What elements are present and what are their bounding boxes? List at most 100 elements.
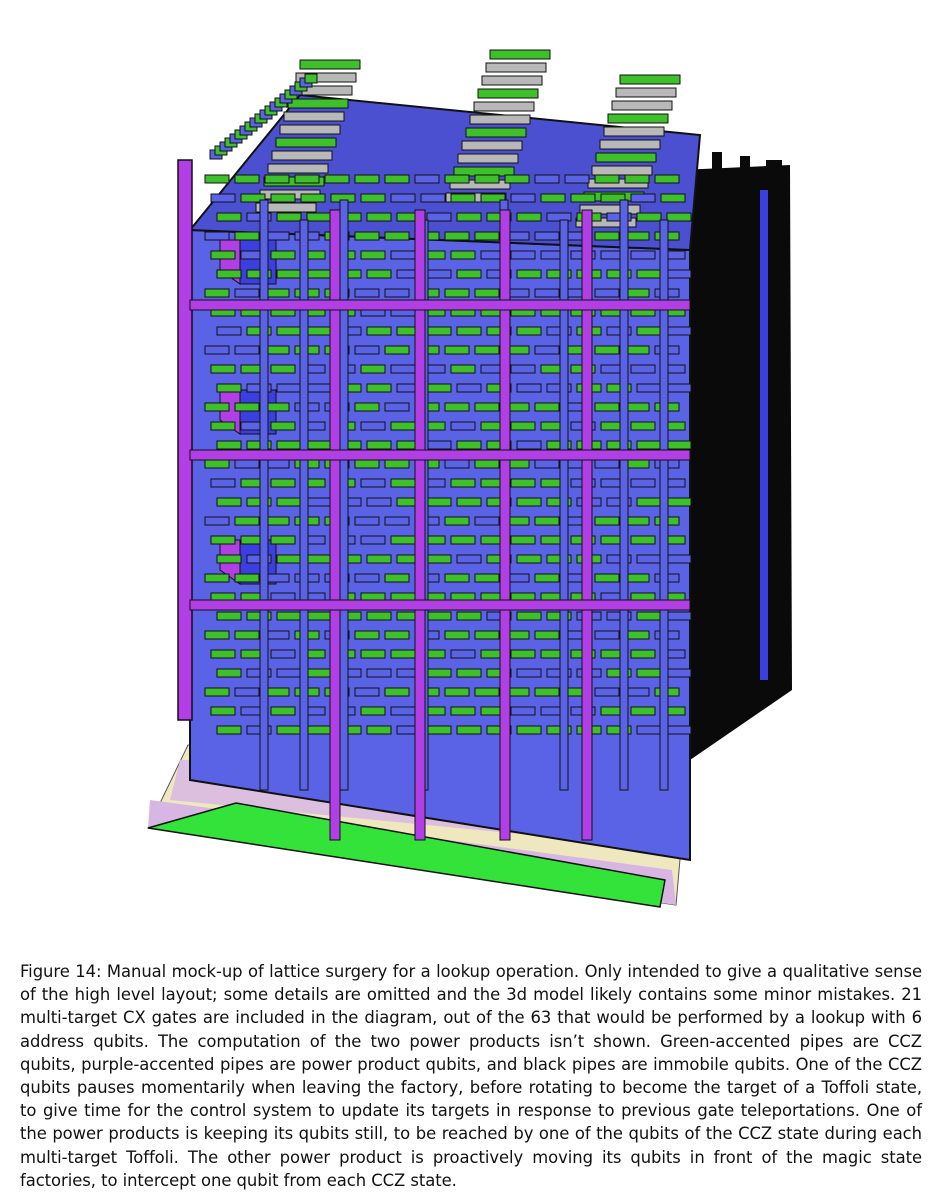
ccz-pipe-segment: [360, 706, 386, 716]
ccz-pipe-segment: [216, 383, 242, 393]
ccz-pipe-segment: [276, 611, 302, 621]
ccz-pipe-segment: [624, 174, 650, 184]
power-product-pipe: [329, 209, 341, 841]
ccz-pipe-segment: [216, 440, 242, 450]
ccz-pipe-segment: [636, 668, 662, 678]
ccz-pipe-segment: [210, 649, 236, 659]
ccz-pipe-segment: [630, 478, 656, 488]
ccz-pipe-segment: [276, 497, 302, 507]
ccz-pipe-segment: [510, 250, 536, 260]
ccz-pipe-segment: [606, 668, 632, 678]
ccz-pipe-segment: [630, 193, 656, 203]
ccz-pipe-segment: [504, 174, 530, 184]
ccz-pipe-segment: [534, 630, 560, 640]
ccz-pipe-segment: [204, 573, 230, 583]
ccz-pipe-segment: [426, 440, 452, 450]
ccz-pipe-segment: [276, 269, 302, 279]
ccz-pipe-segment: [354, 573, 380, 583]
ccz-pipe-segment: [516, 497, 542, 507]
ccz-pipe-segment: [264, 174, 290, 184]
factory-pipe-segment: [279, 124, 341, 135]
ccz-pipe-segment: [534, 174, 560, 184]
factory-pipe-segment: [575, 217, 637, 228]
ccz-pipe-segment: [264, 402, 290, 412]
ccz-pipe-segment: [624, 345, 650, 355]
ccz-pipe-segment: [606, 554, 632, 564]
ccz-pipe-segment: [666, 212, 692, 222]
ccz-pipe-segment: [450, 193, 476, 203]
ccz-pipe-segment: [210, 250, 236, 260]
power-product-pipe: [189, 449, 691, 461]
ccz-pipe-segment: [516, 383, 542, 393]
ccz-pipe-segment: [606, 611, 632, 621]
ccz-pipe-segment: [234, 174, 260, 184]
ccz-pipe-segment: [276, 440, 302, 450]
ccz-pipe-segment: [210, 706, 236, 716]
ccz-pipe-segment: [234, 459, 260, 469]
ccz-pipe-segment: [594, 288, 620, 298]
ccz-pipe-segment: [624, 573, 650, 583]
ccz-pipe-segment: [384, 288, 410, 298]
ccz-pipe-segment: [606, 725, 632, 735]
power-product-pipe: [414, 209, 426, 841]
ccz-pipe-segment: [270, 649, 296, 659]
factory-pipe-segment: [469, 114, 531, 125]
ccz-pipe-segment: [486, 668, 512, 678]
vertical-pipe: [619, 199, 629, 791]
factory-pipe-segment: [591, 165, 653, 176]
ccz-pipe-segment: [516, 440, 542, 450]
ccz-pipe-segment: [474, 459, 500, 469]
ccz-pipe-segment: [444, 573, 470, 583]
ccz-pipe-segment: [234, 630, 260, 640]
factory-pipe-segment: [481, 75, 543, 86]
factory-pipe-segment: [611, 100, 673, 111]
ccz-pipe-segment: [630, 250, 656, 260]
ccz-pipe-segment: [246, 269, 272, 279]
ccz-pipe-segment: [624, 516, 650, 526]
ccz-pipe-segment: [306, 668, 332, 678]
ccz-pipe-segment: [366, 212, 392, 222]
factory-pipe-segment: [267, 163, 329, 174]
ccz-pipe-segment: [444, 402, 470, 412]
power-product-pipe: [189, 299, 691, 311]
ccz-pipe-segment: [546, 326, 572, 336]
ccz-pipe-segment: [366, 725, 392, 735]
ccz-pipe-segment: [270, 706, 296, 716]
ccz-pipe-segment: [606, 212, 632, 222]
ccz-pipe-segment: [546, 668, 572, 678]
ccz-pipe-segment: [486, 440, 512, 450]
ccz-pipe-segment: [264, 630, 290, 640]
ccz-pipe-segment: [486, 212, 512, 222]
ccz-pipe-segment: [216, 668, 242, 678]
ccz-pipe-segment: [270, 421, 296, 431]
ccz-pipe-segment: [546, 440, 572, 450]
power-product-pipe: [189, 599, 691, 611]
ccz-pipe-segment: [390, 649, 416, 659]
ccz-pipe-segment: [390, 535, 416, 545]
ccz-pipe-segment: [474, 573, 500, 583]
ccz-pipe-segment: [534, 573, 560, 583]
ccz-pipe-segment: [324, 174, 350, 184]
ccz-pipe-segment: [366, 668, 392, 678]
ccz-pipe-segment: [240, 193, 266, 203]
ccz-pipe-segment: [456, 269, 482, 279]
ccz-pipe-segment: [486, 383, 512, 393]
ccz-pipe-segment: [636, 269, 662, 279]
ccz-pipe-segment: [534, 231, 560, 241]
ccz-pipe-segment: [354, 231, 380, 241]
ccz-pipe-segment: [660, 193, 686, 203]
ccz-pipe-segment: [390, 193, 416, 203]
factory-pipe-segment: [457, 153, 519, 164]
ccz-pipe-segment: [594, 459, 620, 469]
vertical-pipe: [299, 219, 309, 791]
ccz-pipe-segment: [510, 193, 536, 203]
ccz-pipe-segment: [516, 326, 542, 336]
ccz-pipe-segment: [534, 345, 560, 355]
vertical-pipe: [259, 199, 269, 791]
ccz-pipe-segment: [426, 383, 452, 393]
ccz-pipe-segment: [306, 611, 332, 621]
ccz-pipe-segment: [366, 554, 392, 564]
vertical-pipe: [339, 199, 349, 791]
ccz-pipe-segment: [450, 706, 476, 716]
ccz-pipe-segment: [444, 687, 470, 697]
